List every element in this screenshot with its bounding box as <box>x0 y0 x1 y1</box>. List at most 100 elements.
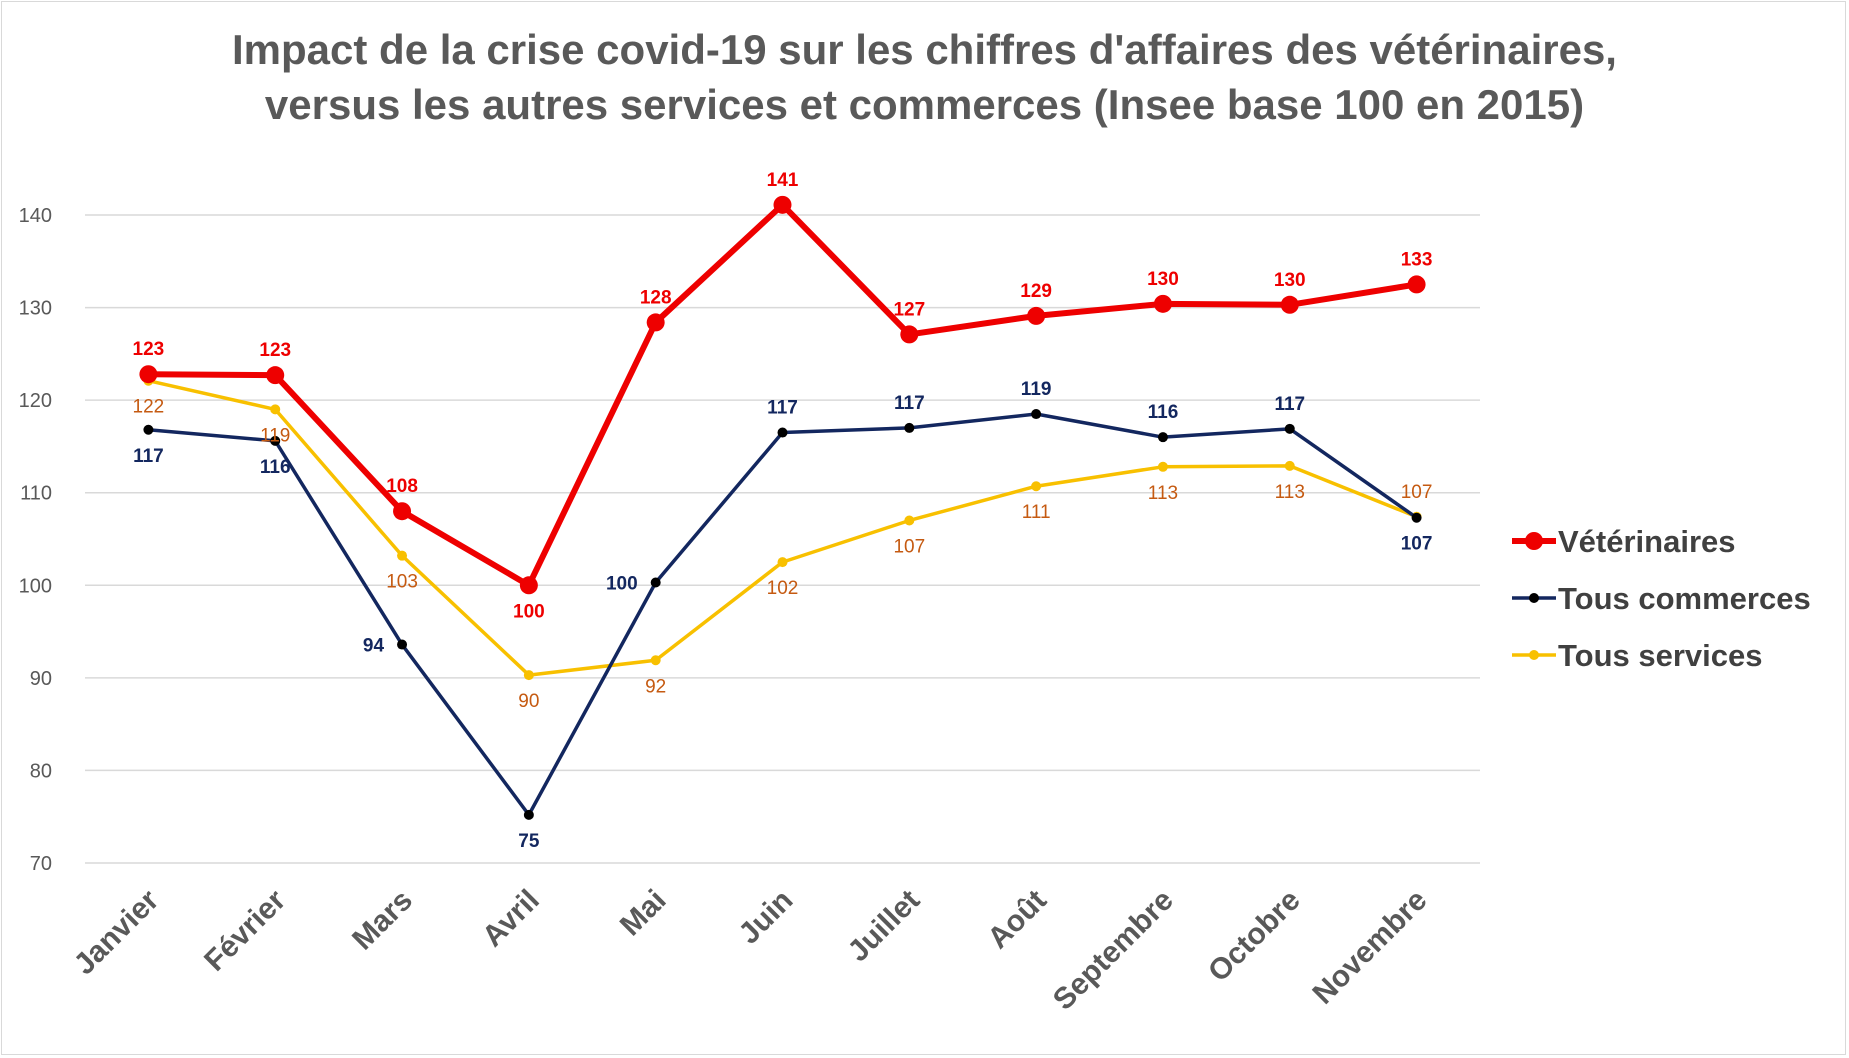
y-axis-ticks: 70 80 90 100 110 120 130 140 <box>19 205 52 875</box>
data-label: 117 <box>133 446 164 467</box>
data-point <box>1157 461 1168 472</box>
chart-title-line-2: versus les autres services et commerces … <box>264 81 1585 128</box>
data-label: 117 <box>767 398 798 419</box>
data-point <box>139 365 158 384</box>
x-tick-label: Octobre <box>1202 884 1307 989</box>
x-tick-label: Mai <box>614 884 673 943</box>
data-point <box>1284 423 1295 434</box>
data-point <box>650 577 661 588</box>
data-label: 130 <box>1274 270 1306 291</box>
data-label: 117 <box>1274 394 1305 415</box>
x-axis-ticks: Janvier Février Mars Avril Mai Juin Juillet Aoû… <box>68 883 1434 1016</box>
legend-swatch-marker <box>1529 593 1539 603</box>
data-label: 127 <box>893 299 925 320</box>
data-label: 119 <box>260 425 290 446</box>
x-tick-label: Avril <box>476 884 546 954</box>
y-tick-label: 120 <box>19 390 52 412</box>
legend-item: Tous services <box>1512 638 1762 673</box>
data-labels-layer: 123 123 108 100 128 141 127 129 130 130 133 117 116 9… <box>133 170 1433 852</box>
data-label: 128 <box>640 287 672 308</box>
series-1 <box>143 409 1422 820</box>
data-label: 108 <box>386 476 418 497</box>
x-tick-label: Juin <box>733 884 800 951</box>
legend-swatch-marker <box>1529 650 1539 660</box>
y-tick-label: 100 <box>19 575 52 597</box>
data-point <box>1027 306 1046 325</box>
data-point <box>777 557 788 568</box>
chart-title: Impact de la crise covid-19 sur les chif… <box>0 22 1849 132</box>
series-line <box>148 201 1418 589</box>
data-point <box>1411 512 1422 523</box>
x-tick-label: Janvier <box>68 883 166 981</box>
data-point <box>143 424 154 435</box>
data-point <box>266 366 285 385</box>
y-tick-label: 90 <box>30 668 52 690</box>
gridlines <box>85 214 1480 864</box>
data-label: 122 <box>133 397 165 418</box>
y-tick-label: 70 <box>30 853 52 875</box>
data-point <box>1157 432 1168 443</box>
data-point <box>523 809 534 820</box>
data-label: 92 <box>645 676 666 697</box>
legend-item: Tous commerces <box>1512 581 1811 616</box>
x-tick-label: Septembre <box>1047 884 1180 1017</box>
data-point <box>393 502 412 521</box>
chart-title-line-1: Impact de la crise covid-19 sur les chif… <box>232 26 1617 73</box>
data-label: 133 <box>1401 249 1433 270</box>
data-point <box>904 422 915 433</box>
data-point <box>904 515 915 526</box>
data-label: 103 <box>386 572 418 593</box>
series-layer <box>139 195 1426 820</box>
data-point <box>646 313 665 332</box>
legend-label: Tous services <box>1558 638 1762 673</box>
data-point <box>1284 460 1295 471</box>
data-point <box>773 195 792 214</box>
data-label: 90 <box>518 691 539 712</box>
data-label: 141 <box>767 170 799 191</box>
series-line <box>148 412 1418 817</box>
data-label: 117 <box>894 393 925 414</box>
data-label: 107 <box>1401 482 1433 503</box>
legend: Vétérinaires Tous commerces Tous services <box>1512 524 1811 673</box>
data-point <box>270 435 281 446</box>
x-tick-label: Février <box>198 883 292 977</box>
data-label: 123 <box>133 339 165 360</box>
data-point <box>1280 295 1299 314</box>
legend-item: Vétérinaires <box>1512 524 1736 559</box>
y-tick-label: 130 <box>19 298 52 320</box>
data-point <box>270 404 281 415</box>
data-point <box>1153 294 1172 313</box>
data-point <box>777 427 788 438</box>
data-label: 116 <box>260 457 291 478</box>
x-tick-label: Mars <box>346 884 419 957</box>
data-point <box>523 670 534 681</box>
data-point <box>1407 275 1426 294</box>
data-label: 75 <box>518 831 540 852</box>
data-point <box>397 639 408 650</box>
data-label: 129 <box>1020 281 1052 302</box>
x-tick-label: Août <box>981 884 1053 956</box>
y-tick-label: 140 <box>19 205 52 227</box>
legend-label: Tous commerces <box>1558 581 1811 616</box>
data-label: 107 <box>893 536 925 557</box>
y-tick-label: 110 <box>20 483 52 505</box>
series-line <box>148 378 1418 677</box>
data-point <box>1031 409 1042 420</box>
series-0 <box>139 195 1426 595</box>
x-tick-label: Juillet <box>842 884 927 969</box>
data-label: 100 <box>606 574 638 595</box>
data-label: 130 <box>1147 269 1179 290</box>
data-point <box>1031 481 1042 492</box>
x-tick-label: Novembre <box>1306 884 1433 1011</box>
legend-swatch-marker <box>1525 532 1543 550</box>
data-label: 116 <box>1148 402 1179 423</box>
data-label: 123 <box>259 340 291 361</box>
data-label: 94 <box>363 636 385 657</box>
y-tick-label: 80 <box>30 760 52 782</box>
data-label: 113 <box>1275 482 1305 503</box>
data-point <box>650 655 661 666</box>
data-point <box>397 550 408 561</box>
data-label: 102 <box>767 578 799 599</box>
